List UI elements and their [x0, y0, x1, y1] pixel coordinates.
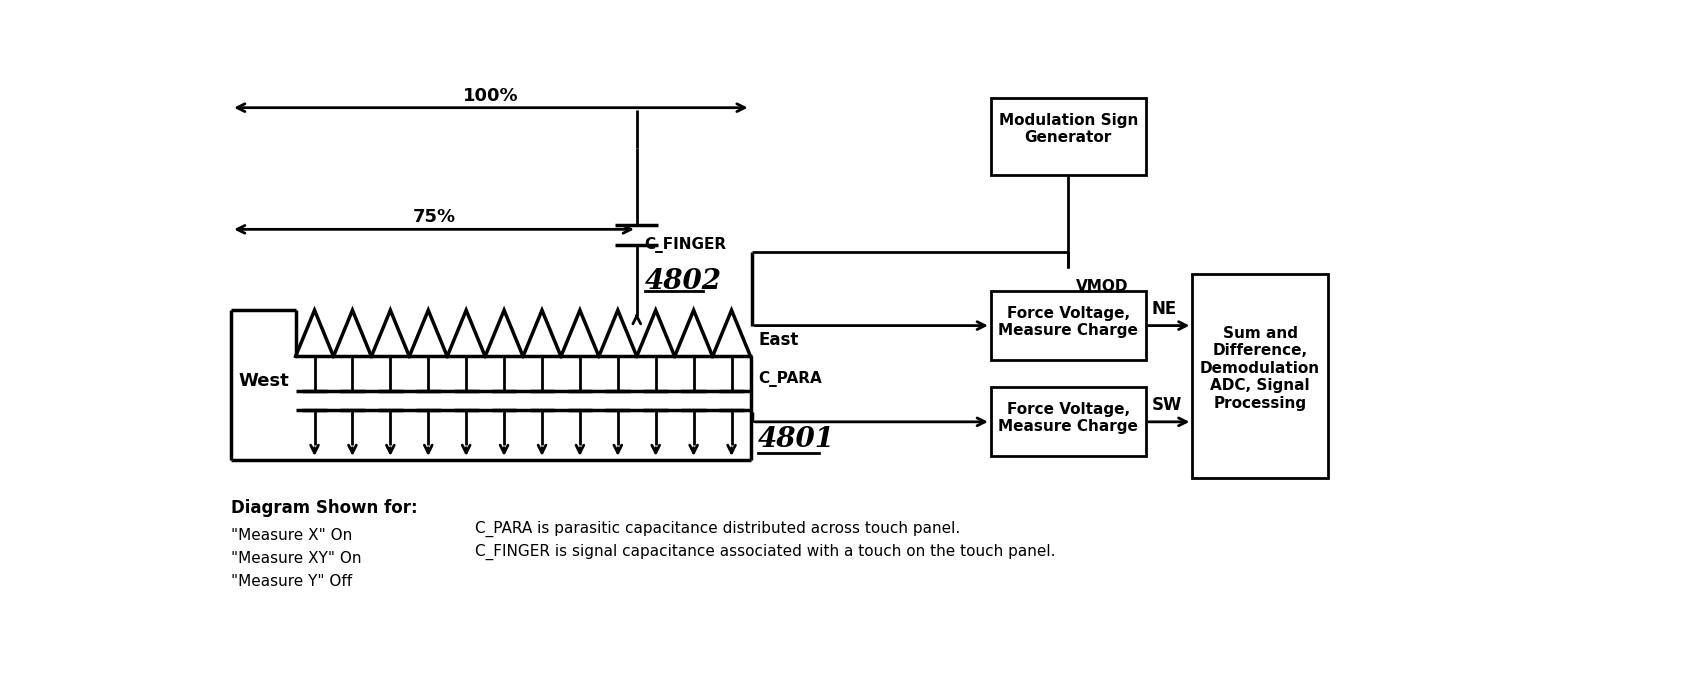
Text: "Measure X" On: "Measure X" On — [231, 528, 353, 543]
Text: C_PARA is parasitic capacitance distributed across touch panel.: C_PARA is parasitic capacitance distribu… — [475, 520, 961, 536]
Bar — [1192, 274, 1327, 478]
Text: "Measure XY" On: "Measure XY" On — [231, 552, 361, 566]
Text: West: West — [237, 372, 288, 390]
Text: Force Voltage,
Measure Charge: Force Voltage, Measure Charge — [998, 402, 1137, 434]
Text: Force Voltage,
Measure Charge: Force Voltage, Measure Charge — [998, 306, 1137, 338]
Text: NE: NE — [1153, 300, 1178, 318]
Text: VMOD: VMOD — [1076, 280, 1129, 294]
Text: C_FINGER is signal capacitance associated with a touch on the touch panel.: C_FINGER is signal capacitance associate… — [475, 543, 1056, 560]
Text: C_PARA: C_PARA — [758, 371, 822, 388]
Text: "Measure Y" Off: "Measure Y" Off — [231, 574, 353, 590]
Text: Sum and
Difference,
Demodulation
ADC, Signal
Processing: Sum and Difference, Demodulation ADC, Si… — [1200, 326, 1320, 410]
Bar — [992, 98, 1146, 176]
Bar — [992, 388, 1146, 457]
Text: 75%: 75% — [412, 208, 456, 226]
Text: 100%: 100% — [463, 86, 519, 104]
Text: 4802: 4802 — [644, 268, 722, 295]
Text: Modulation Sign
Generator: Modulation Sign Generator — [998, 113, 1137, 145]
Text: SW: SW — [1153, 397, 1183, 415]
Text: C_FINGER: C_FINGER — [644, 237, 727, 253]
Text: 4801: 4801 — [758, 426, 836, 453]
Text: East: East — [758, 331, 798, 349]
Bar — [992, 291, 1146, 361]
Text: Diagram Shown for:: Diagram Shown for: — [231, 499, 419, 517]
